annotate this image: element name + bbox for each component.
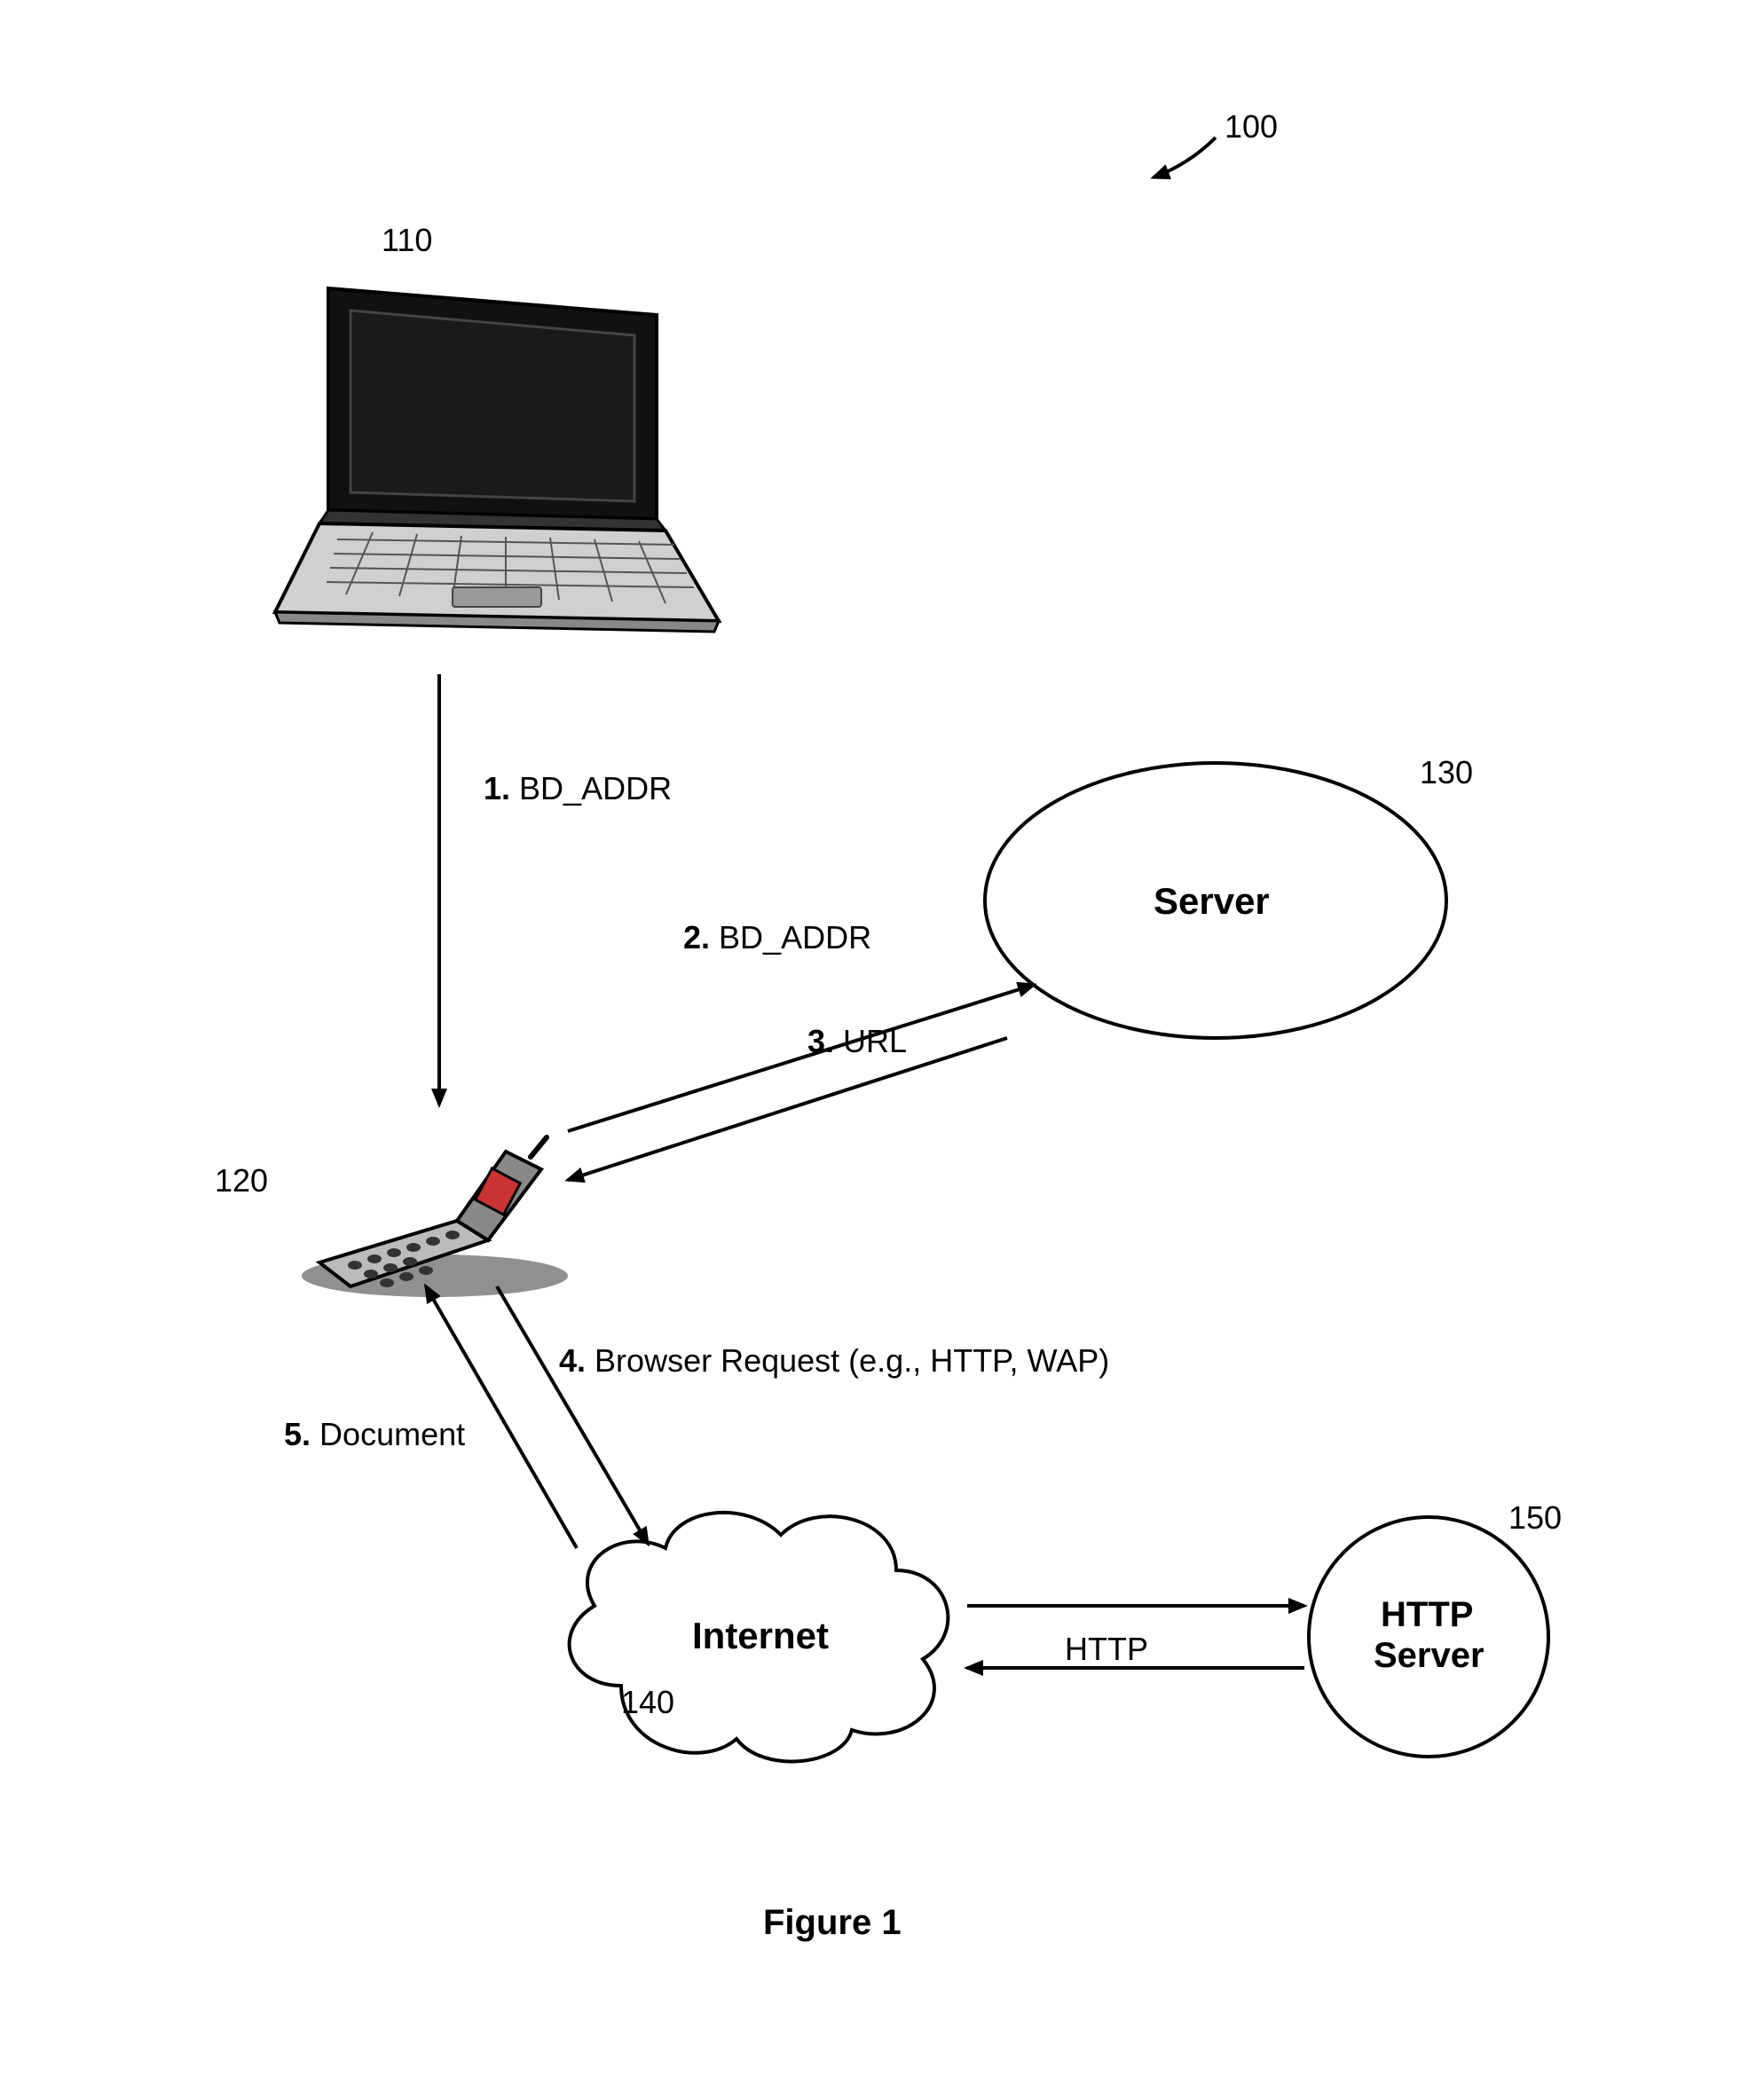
- edge-4-text: Browser Request (e.g., HTTP, WAP): [595, 1342, 1109, 1379]
- ref-150-label: 150: [1508, 1499, 1562, 1537]
- internet-label: Internet: [692, 1615, 829, 1657]
- edge-1-text: BD_ADDR: [519, 770, 672, 806]
- ref-arrow-100: [1154, 138, 1216, 177]
- edge-4-label: 4. Browser Request (e.g., HTTP, WAP): [559, 1342, 1109, 1380]
- ref-110-label: 110: [382, 222, 432, 259]
- server-label: Server: [1154, 880, 1270, 923]
- edge-5-label: 5. Document: [284, 1416, 465, 1453]
- edge-1-label: 1. BD_ADDR: [484, 770, 672, 807]
- phone-icon: [302, 1137, 568, 1297]
- edge-5-text: Document: [319, 1416, 465, 1452]
- edge-3-text: URL: [843, 1023, 907, 1059]
- edge-2-text: BD_ADDR: [719, 919, 871, 955]
- edge-2-arrow: [568, 985, 1034, 1131]
- http-server-label2: Server: [1374, 1636, 1484, 1676]
- edge-3-label: 3. URL: [807, 1023, 907, 1060]
- http-server-label1: HTTP: [1381, 1595, 1473, 1635]
- figure-caption: Figure 1: [763, 1903, 902, 1943]
- edge-3-num: 3.: [807, 1023, 834, 1059]
- edge-4-num: 4.: [559, 1342, 586, 1379]
- edge-2-label: 2. BD_ADDR: [683, 919, 871, 956]
- edge-2-num: 2.: [683, 919, 710, 955]
- edge-1-num: 1.: [484, 770, 510, 806]
- laptop-icon: [275, 288, 719, 632]
- edge-4-arrow: [497, 1286, 648, 1544]
- edge-5-num: 5.: [284, 1416, 311, 1452]
- diagram-canvas: 100 110 120 130 140 150 Server Internet …: [0, 0, 1764, 2080]
- edge-6-text: HTTP: [1065, 1631, 1148, 1667]
- ref-120-label: 120: [215, 1162, 268, 1199]
- ref-140-label: 140: [621, 1684, 674, 1721]
- edge-6-label: HTTP: [1065, 1631, 1148, 1668]
- ref-100-label: 100: [1225, 108, 1278, 145]
- ref-130-label: 130: [1420, 754, 1473, 791]
